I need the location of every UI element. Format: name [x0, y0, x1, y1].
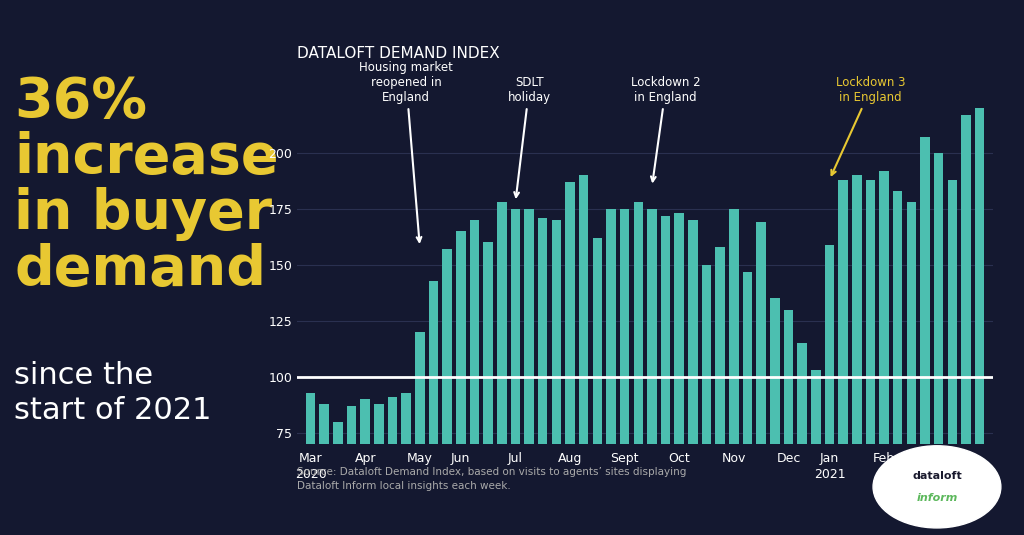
Bar	[319, 404, 329, 535]
Bar	[893, 191, 902, 535]
Circle shape	[873, 446, 1000, 528]
Bar	[701, 265, 712, 535]
Bar	[975, 108, 984, 535]
Text: dataloft: dataloft	[912, 471, 962, 481]
Bar	[593, 238, 602, 535]
Bar	[429, 280, 438, 535]
Bar	[647, 209, 656, 535]
Bar	[934, 153, 943, 535]
Bar	[783, 310, 794, 535]
Bar	[824, 244, 835, 535]
Bar	[811, 370, 820, 535]
Bar	[634, 202, 643, 535]
Bar	[852, 175, 861, 535]
Bar	[497, 202, 507, 535]
Bar	[456, 231, 466, 535]
Bar	[306, 393, 315, 535]
Bar	[606, 209, 615, 535]
Bar	[729, 209, 738, 535]
Text: DATALOFT DEMAND INDEX: DATALOFT DEMAND INDEX	[297, 46, 500, 61]
Bar	[524, 209, 534, 535]
Bar	[620, 209, 630, 535]
Bar	[347, 406, 356, 535]
Bar	[798, 343, 807, 535]
Bar	[921, 137, 930, 535]
Text: 36%
increase
in buyer
demand: 36% increase in buyer demand	[14, 75, 279, 297]
Bar	[470, 220, 479, 535]
Bar	[360, 399, 370, 535]
Bar	[538, 218, 548, 535]
Bar	[374, 404, 384, 535]
Text: Lockdown 2
in England: Lockdown 2 in England	[631, 75, 700, 181]
Text: Housing market
reopened in
England: Housing market reopened in England	[359, 60, 454, 242]
Bar	[483, 242, 493, 535]
Text: Lockdown 3
in England: Lockdown 3 in England	[831, 75, 905, 175]
Bar	[388, 397, 397, 535]
Bar	[962, 114, 971, 535]
Bar	[579, 175, 589, 535]
Bar	[688, 220, 697, 535]
Bar	[442, 249, 452, 535]
Bar	[552, 220, 561, 535]
Bar	[880, 171, 889, 535]
Text: SDLT
holiday: SDLT holiday	[508, 75, 551, 197]
Bar	[865, 180, 876, 535]
Bar	[716, 247, 725, 535]
Bar	[401, 393, 411, 535]
Bar	[675, 213, 684, 535]
Bar	[757, 222, 766, 535]
Bar	[511, 209, 520, 535]
Text: since the
start of 2021: since the start of 2021	[14, 361, 212, 425]
Bar	[660, 216, 671, 535]
Text: inform: inform	[916, 493, 957, 503]
Bar	[565, 182, 574, 535]
Text: Source: Dataloft Demand Index, based on visits to agents’ sites displaying
Datal: Source: Dataloft Demand Index, based on …	[297, 467, 686, 491]
Bar	[742, 272, 753, 535]
Bar	[770, 299, 779, 535]
Bar	[906, 202, 916, 535]
Bar	[947, 180, 957, 535]
Bar	[333, 422, 343, 535]
Bar	[415, 332, 425, 535]
Bar	[839, 180, 848, 535]
